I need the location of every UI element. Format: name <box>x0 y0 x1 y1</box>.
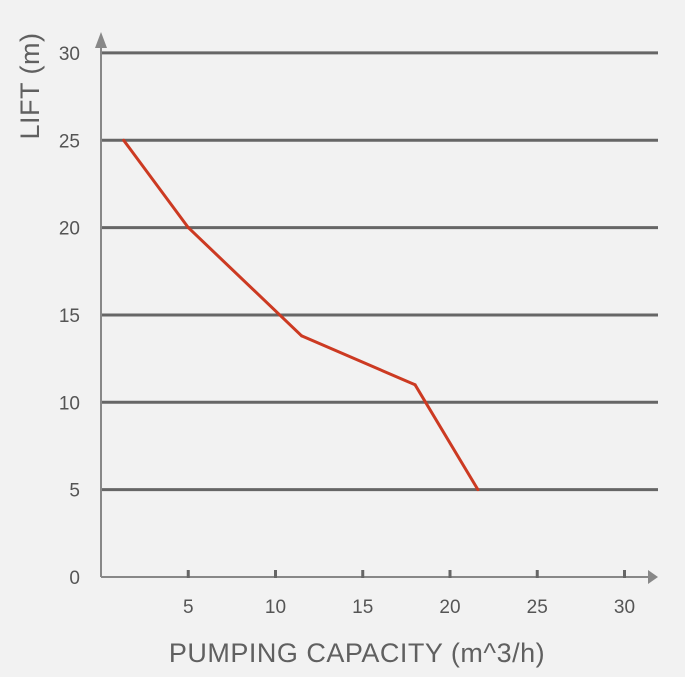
x-tick-label: 30 <box>614 597 635 618</box>
data-point <box>186 226 190 230</box>
x-tick-label: 10 <box>265 597 286 618</box>
y-axis-arrow-icon <box>95 32 107 48</box>
data-point <box>413 383 417 387</box>
x-axis-arrow-icon <box>648 570 658 584</box>
grid-lines <box>101 51 658 492</box>
y-tick-label: 15 <box>59 306 80 327</box>
y-axis: 0 5 10 15 20 25 30 <box>59 32 107 589</box>
x-tick-label: 25 <box>527 597 548 618</box>
data-point <box>300 334 304 338</box>
x-tick-label: 20 <box>439 597 460 618</box>
y-tick-label: 5 <box>69 481 80 502</box>
data-point <box>122 138 126 142</box>
y-tick-label: 0 <box>69 568 80 589</box>
y-tick-label: 25 <box>59 131 80 152</box>
data-point <box>476 488 480 492</box>
data-series <box>122 138 480 492</box>
x-axis: 5 10 15 20 25 30 <box>101 570 658 618</box>
y-tick-label: 20 <box>59 219 80 240</box>
y-tick-label: 10 <box>59 393 80 414</box>
x-tick-label: 15 <box>352 597 373 618</box>
x-tick-label: 5 <box>183 597 194 618</box>
y-axis-title: LIFT (m) <box>15 33 45 140</box>
y-tick-label: 30 <box>59 44 80 65</box>
x-axis-title: PUMPING CAPACITY (m^3/h) <box>169 638 545 668</box>
